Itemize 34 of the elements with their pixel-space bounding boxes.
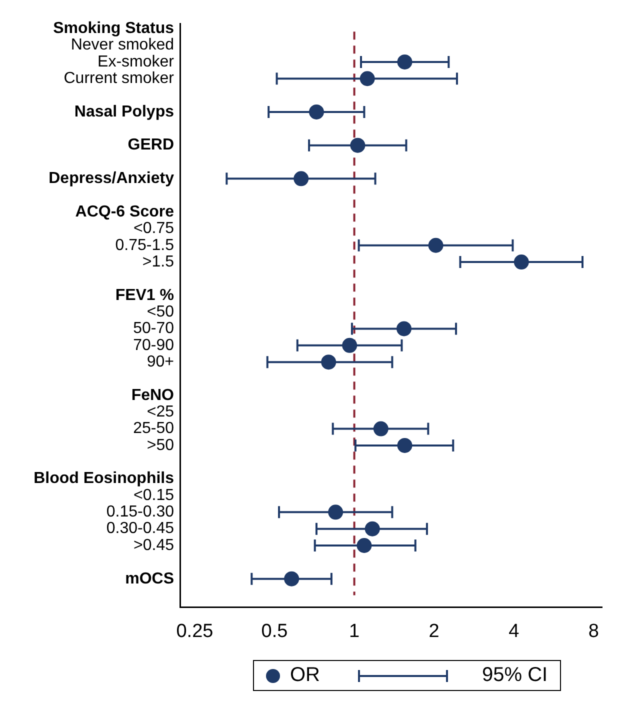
y-tick-label: 70-90 <box>133 336 174 354</box>
x-tick-label: 1 <box>349 620 360 642</box>
y-tick-label: <0.15 <box>134 486 174 504</box>
x-tick-label: 0.5 <box>261 620 288 642</box>
x-tick-label: 0.25 <box>176 620 214 642</box>
y-tick-label: Depress/Anxiety <box>48 170 174 188</box>
y-tick-label: <0.75 <box>134 220 174 238</box>
legend-label: OR <box>290 664 320 687</box>
y-tick-label: >50 <box>146 436 174 454</box>
y-tick-label: GERD <box>128 136 174 154</box>
y-tick-label: Nasal Polyps <box>74 103 174 120</box>
y-tick-label: 0.30-0.45 <box>106 520 174 538</box>
y-tick-label: FEV1 % <box>115 286 174 304</box>
x-tick-label: 4 <box>508 620 520 642</box>
y-tick-label: 50-70 <box>133 320 174 338</box>
y-tick-label: 0.75-1.5 <box>115 236 174 254</box>
y-tick-label: 25-50 <box>133 420 174 438</box>
y-tick-label: <50 <box>146 303 174 320</box>
x-tick-label: 8 <box>588 620 599 642</box>
y-tick-label: ACQ-6 Score <box>75 203 174 220</box>
y-tick-label: Blood Eosinophils <box>34 470 174 488</box>
y-tick-label: 90+ <box>146 353 174 370</box>
y-tick-label: >1.5 <box>142 253 174 270</box>
text: 95% CI <box>482 664 548 687</box>
y-tick-label: Never smoked <box>70 36 174 54</box>
x-tick-label: 2 <box>428 620 440 642</box>
y-tick-label: Current smoker <box>64 70 175 88</box>
y-tick-label: Smoking Status <box>53 20 174 38</box>
y-tick-label: >0.45 <box>134 536 174 554</box>
y-tick-label: Ex-smoker <box>98 53 175 70</box>
y-tick-label: 0.15-0.30 <box>106 504 174 521</box>
y-tick-label: <25 <box>146 404 174 421</box>
y-tick-label: FeNO <box>131 386 174 404</box>
y-tick-label: mOCS <box>125 570 174 588</box>
